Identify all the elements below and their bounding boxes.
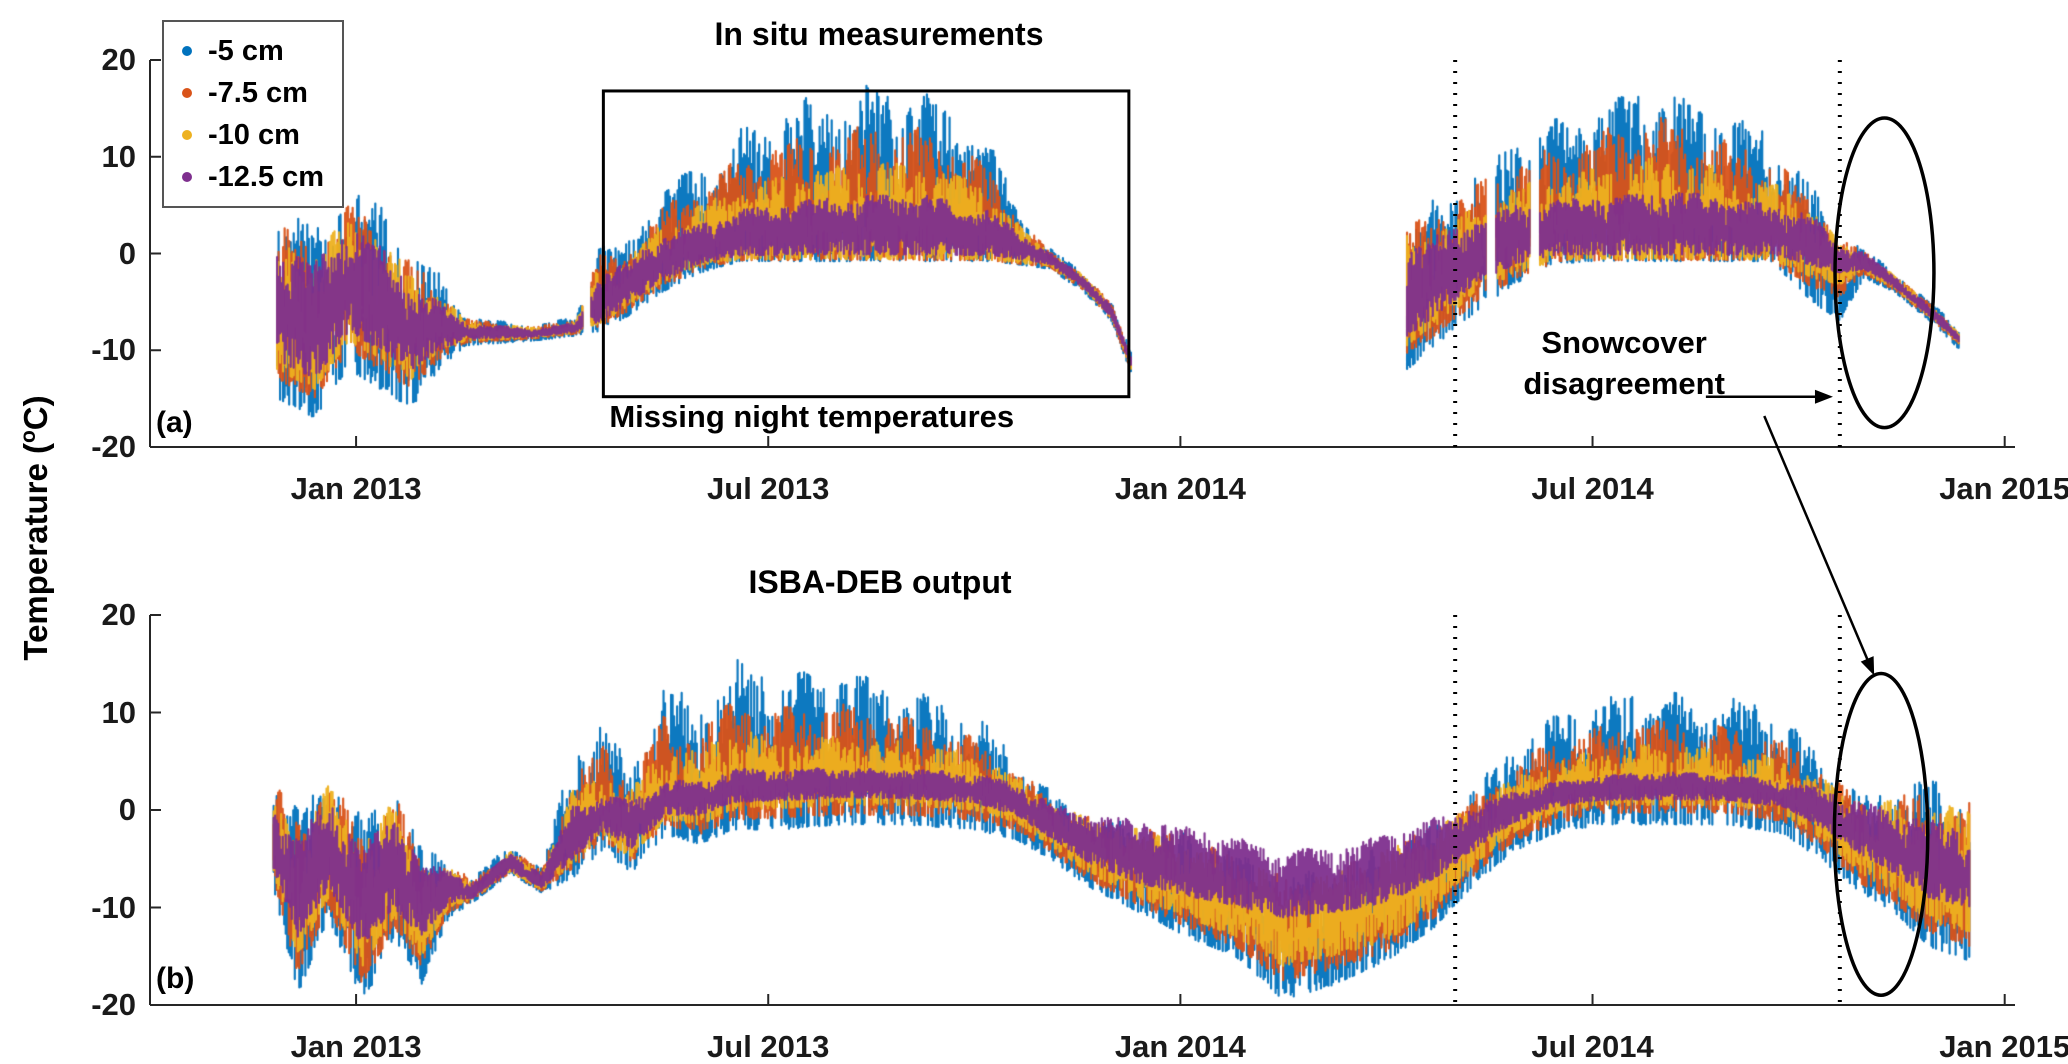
panel-b-plot-canvas	[150, 615, 2015, 1005]
snowcover-annotation-line1: Snowcover	[1541, 324, 1707, 360]
panel-a-x-tick-label: Jul 2013	[707, 471, 830, 506]
panel-b-x-tick-label: Jan 2013	[290, 1029, 422, 1064]
panel-b-y-tick-label: 0	[118, 792, 136, 827]
panel-b-y-tick-label: -20	[91, 987, 136, 1022]
legend-marker-dot	[182, 172, 192, 182]
legend-item: -7.5 cm	[174, 72, 324, 114]
panel-a-x-tick-label: Jan 2015	[1939, 471, 2068, 506]
panel-a-y-tick-label: 0	[118, 235, 136, 271]
panel-b-title: ISBA-DEB output	[748, 564, 1012, 600]
panel-a-title: In situ measurements	[714, 16, 1044, 52]
panel-a-x-tick-label: Jul 2014	[1531, 471, 1654, 506]
panel-a-label: (a)	[156, 406, 193, 439]
legend-marker-dot	[182, 46, 192, 56]
legend-item-label: -7.5 cm	[208, 76, 308, 109]
missing-night-annotation-label: Missing night temperatures	[609, 398, 1015, 434]
panel-a-y-tick-label: -10	[91, 332, 136, 368]
panel-b-x-tick-label: Jan 2015	[1939, 1029, 2068, 1064]
panel-b-y-tick-label: 20	[101, 597, 136, 632]
panel-a-y-tick-label: 20	[101, 42, 136, 77]
legend-item-label: -5 cm	[208, 34, 284, 67]
panel-b-label: (b)	[156, 962, 195, 995]
panel-b-x-tick-label: Jul 2013	[707, 1029, 830, 1064]
panel-b-y-tick-label: 10	[101, 694, 136, 730]
panel-a-x-tick-label: Jan 2014	[1114, 471, 1246, 506]
snowcover-annotation-label: Snowcover disagreement	[1523, 322, 1725, 404]
legend-item: -10 cm	[174, 114, 324, 156]
panel-b-x-tick-label: Jul 2014	[1531, 1029, 1654, 1064]
y-axis-label-unit: C)	[17, 395, 54, 431]
panel-a-plot-canvas	[150, 60, 2015, 447]
panel-b-x-tick-label: Jan 2014	[1114, 1029, 1246, 1064]
legend-marker-dot	[182, 130, 192, 140]
legend: -5 cm -7.5 cm -10 cm -12.5 cm	[162, 20, 345, 208]
panel-a-y-tick-label: -20	[91, 429, 136, 464]
legend-item-label: -10 cm	[208, 118, 300, 151]
legend-item: -12.5 cm	[174, 156, 324, 198]
legend-marker-dot	[182, 88, 192, 98]
legend-item: -5 cm	[174, 30, 324, 72]
panel-a-x-tick-label: Jan 2013	[290, 471, 422, 506]
legend-item-label: -12.5 cm	[208, 160, 325, 193]
panel-a-y-tick-label: 10	[101, 138, 136, 174]
panel-b-y-tick-label: -10	[91, 889, 136, 925]
snowcover-annotation-line2: disagreement	[1523, 365, 1725, 401]
